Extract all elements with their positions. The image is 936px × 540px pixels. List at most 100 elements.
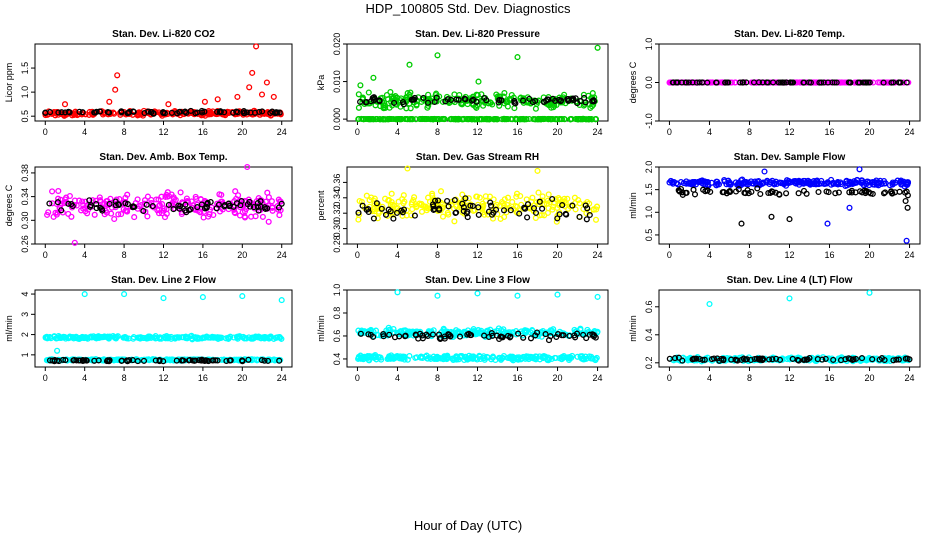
data-point (431, 98, 438, 106)
data-point (843, 182, 851, 189)
data-point (371, 208, 378, 215)
data-point (499, 200, 507, 207)
data-point (464, 331, 471, 338)
data-point (424, 99, 432, 106)
data-point (370, 94, 378, 101)
data-point (122, 207, 129, 214)
data-point (514, 116, 521, 123)
chart-title: Stan. Dev. Sample Flow (734, 152, 846, 163)
data-point (542, 331, 549, 338)
data-point (192, 110, 199, 117)
data-point (714, 178, 721, 185)
data-point (106, 200, 113, 207)
data-point (227, 357, 234, 364)
data-point (452, 115, 459, 122)
data-point (830, 356, 837, 363)
data-point (476, 194, 483, 201)
x-tick-label: 24 (593, 250, 603, 260)
data-point (422, 116, 429, 123)
data-point (58, 109, 65, 116)
data-point (710, 355, 718, 362)
data-point (366, 116, 373, 123)
data-point (513, 355, 520, 362)
data-point (527, 354, 535, 361)
data-point (244, 163, 251, 171)
data-point (786, 216, 793, 223)
x-tick-label: 16 (825, 127, 835, 137)
data-point (370, 215, 377, 222)
x-tick-label: 4 (707, 127, 712, 137)
y-tick-label: 0.2 (644, 357, 654, 370)
x-tick-label: 4 (82, 127, 87, 137)
x-tick-label: 20 (237, 250, 247, 260)
x-tick-label: 20 (865, 127, 875, 137)
y-tick-label: 4 (20, 292, 30, 297)
data-point (779, 79, 786, 86)
data-point (501, 116, 508, 123)
data-point (431, 355, 438, 362)
data-point (569, 202, 576, 209)
chart-panel: Stan. Dev. Line 3 Flow 0 4 8 12 16 20 24 0.4 0.6 0… (316, 275, 609, 383)
data-point (669, 79, 676, 86)
data-point (558, 332, 565, 339)
data-point (444, 209, 451, 216)
data-point (445, 203, 452, 210)
data-point (439, 213, 447, 220)
data-point (429, 331, 437, 338)
x-axis-title: Hour of Day (UTC) (413, 518, 523, 533)
x-tick-label: 0 (667, 373, 672, 383)
data-point (202, 112, 209, 119)
data-point (437, 188, 445, 195)
data-point (713, 79, 720, 86)
data-point (754, 185, 761, 192)
data-point (248, 213, 255, 220)
data-point (115, 211, 122, 218)
data-point (554, 331, 562, 338)
data-point (451, 218, 458, 225)
data-point (552, 97, 559, 104)
data-points (355, 165, 601, 225)
data-point (182, 201, 189, 208)
data-point (682, 189, 689, 196)
data-point (594, 328, 601, 335)
data-point (238, 198, 245, 205)
data-point (576, 213, 583, 220)
data-point (359, 202, 366, 209)
data-point (580, 356, 587, 363)
data-point (209, 333, 216, 340)
data-point (377, 116, 384, 123)
data-point (388, 190, 395, 197)
data-point (101, 333, 108, 341)
data-point (803, 356, 810, 363)
y-axis-label: ml/min (628, 315, 638, 342)
data-point (462, 195, 469, 202)
data-point (745, 190, 752, 197)
data-point (176, 205, 183, 212)
data-point (500, 207, 508, 214)
data-point (796, 178, 803, 185)
x-tick-label: 20 (237, 373, 247, 383)
data-point (213, 205, 220, 212)
data-point (124, 191, 131, 198)
data-point (269, 204, 276, 211)
data-point (535, 189, 542, 196)
y-tick-label: 0.010 (332, 70, 342, 93)
data-point (192, 357, 199, 364)
data-point (424, 332, 431, 340)
data-point (554, 291, 561, 298)
data-point (903, 79, 910, 86)
data-points (666, 79, 912, 86)
data-point (575, 197, 582, 204)
x-tick-label: 24 (905, 127, 915, 137)
data-point (519, 97, 527, 104)
data-point (574, 116, 582, 123)
x-tick-label: 8 (435, 373, 440, 383)
data-point (786, 295, 793, 302)
data-point (43, 333, 50, 340)
data-point (400, 327, 407, 334)
data-point (524, 214, 531, 221)
x-tick-label: 8 (122, 127, 127, 137)
x-tick-label: 24 (905, 250, 915, 260)
data-point (849, 356, 856, 364)
x-tick-label: 0 (667, 250, 672, 260)
